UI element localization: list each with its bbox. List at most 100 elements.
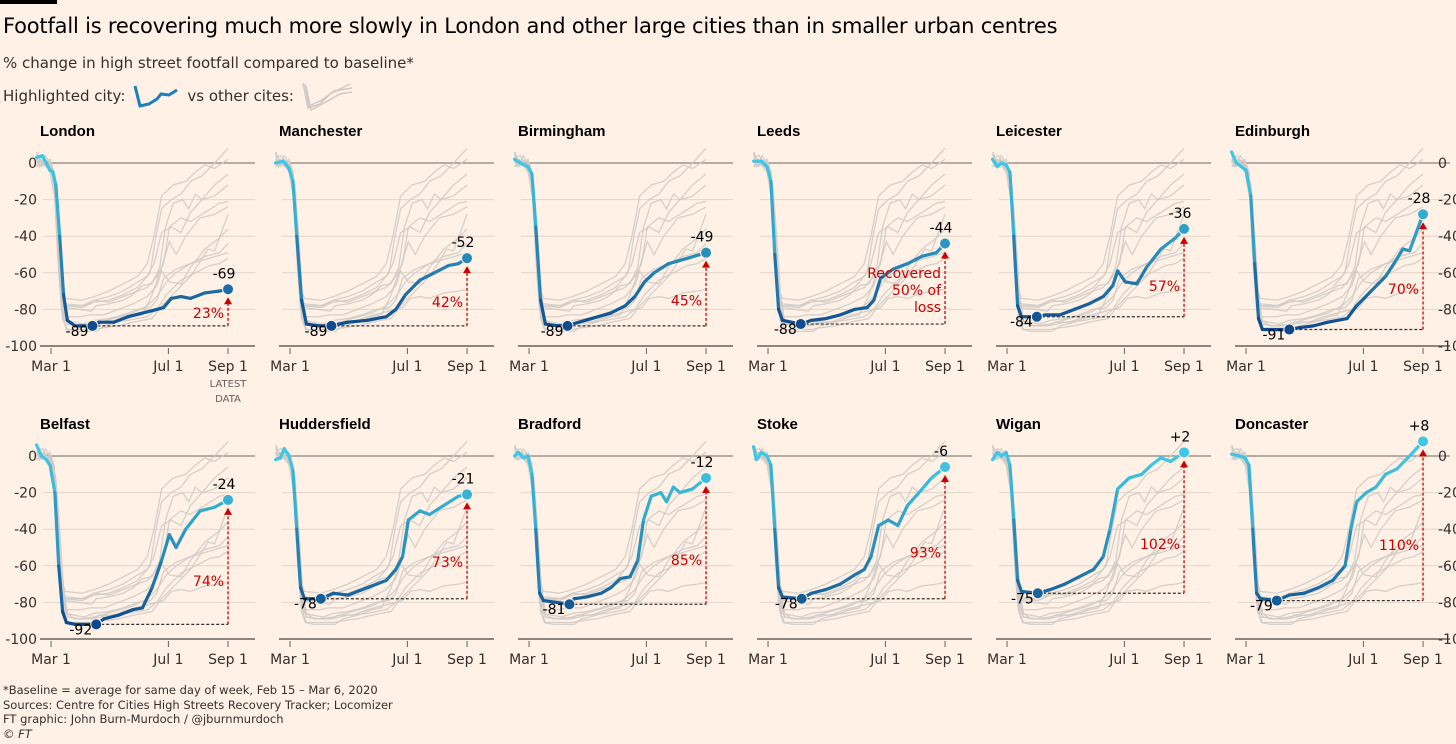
highlighted-city-line <box>291 179 299 238</box>
other-city-line <box>753 444 946 626</box>
highlighted-city-line <box>633 280 647 299</box>
other-city-line <box>275 453 468 618</box>
highlighted-city-line <box>609 304 627 315</box>
highlighted-city-line <box>1149 456 1163 467</box>
highlighted-city-line <box>589 311 613 321</box>
highlighted-city-line <box>126 311 145 319</box>
y-tick-label: -20 <box>14 486 37 502</box>
highlighted-city-line <box>184 509 202 531</box>
panel-doncaster: Doncaster 0 -20 -40 -60 -80 -100 Mar 1 Jul 1 Sep … <box>1226 416 1456 668</box>
y-tick-label: -40 <box>14 522 37 538</box>
min-value-label: -75 <box>1011 591 1034 607</box>
other-city-line <box>36 451 229 605</box>
highlighted-city-line <box>1369 274 1388 293</box>
other-city-line <box>36 451 229 620</box>
panel-leicester: Leicester Mar 1 Jul 1 Sep 1 -84 -36 57% <box>987 123 1211 375</box>
highlighted-city-line <box>57 564 65 614</box>
recovered-percent-label: 45% <box>671 293 702 309</box>
highlighted-city-line <box>572 595 589 601</box>
latest-point-dot <box>1417 435 1430 448</box>
min-value-label: -88 <box>774 322 797 338</box>
latest-value-label: -12 <box>691 455 714 471</box>
highlighted-city-line <box>642 271 656 284</box>
latest-point-dot <box>461 252 474 265</box>
highlighted-city-line <box>61 293 69 322</box>
min-value-label: -78 <box>294 597 317 613</box>
min-point-dot <box>86 319 99 332</box>
highlighted-city-line <box>1311 320 1330 328</box>
min-point-dot <box>563 598 576 611</box>
y-tick-label: -60 <box>14 559 37 575</box>
highlighted-city-line <box>1374 472 1388 489</box>
highlighted-city-line <box>287 166 295 183</box>
other-city-line <box>1231 154 1424 327</box>
highlighted-city-line <box>769 179 777 257</box>
other-city-line <box>514 453 707 618</box>
highlighted-city-line <box>384 567 398 583</box>
x-tick-label: Jul 1 <box>391 359 422 375</box>
latest-point-dot <box>700 471 713 484</box>
other-city-line <box>992 447 1185 600</box>
panel-title: Leicester <box>996 123 1062 140</box>
panel-title: Doncaster <box>1235 416 1309 433</box>
min-point-dot <box>561 319 574 332</box>
highlighted-city-line <box>865 298 876 310</box>
highlighted-city-line <box>1077 567 1096 579</box>
panel-edinburgh: Edinburgh 0 -20 -40 -60 -80 -100 Mar 1 Jul 1 Sep … <box>1226 123 1456 375</box>
highlighted-city-line <box>777 307 785 322</box>
x-tick-label: Mar 1 <box>270 359 310 375</box>
highlighted-city-line <box>809 587 828 595</box>
recovered-percent-label: 85% <box>671 553 702 569</box>
highlighted-city-line <box>1355 289 1373 308</box>
other-city-line <box>275 158 468 301</box>
x-tick-label: Sep 1 <box>1164 652 1204 668</box>
highlighted-city-line <box>1247 463 1255 531</box>
highlighted-city-line <box>628 558 640 579</box>
highlighted-city-line <box>526 454 534 476</box>
min-point-dot <box>1031 587 1044 600</box>
highlighted-city-line <box>1012 518 1020 583</box>
ft-brand-bar <box>0 0 57 4</box>
highlighted-city-line <box>1072 302 1091 311</box>
highlighted-city-line <box>769 463 777 531</box>
x-tick-label: Sep 1 <box>208 359 248 375</box>
highlighted-city-line <box>530 172 538 229</box>
highlighted-city-line <box>777 586 785 599</box>
highlighted-city-line <box>48 463 57 495</box>
recovered-percent-label: 102% <box>1140 537 1180 553</box>
highlighted-city-line <box>198 505 217 513</box>
highlighted-city-line <box>824 313 842 321</box>
highlighted-city-line <box>891 262 910 271</box>
footer: *Baseline = average for same day of week… <box>3 683 393 741</box>
recovered-annotation: loss <box>914 300 941 316</box>
other-city-line <box>36 154 229 307</box>
legend-highlighted-line-icon <box>133 85 179 108</box>
highlighted-city-line <box>636 518 646 562</box>
y-tick-label: -100 <box>5 632 37 648</box>
highlighted-city-line <box>877 518 890 528</box>
min-value-label: -91 <box>1262 328 1285 344</box>
x-tick-label: Jul 1 <box>1108 359 1139 375</box>
highlighted-city-line <box>1101 527 1112 559</box>
other-city-line <box>275 158 468 312</box>
highlighted-city-line <box>1256 316 1264 332</box>
highlighted-city-line <box>375 578 388 586</box>
panel-birmingham: Birmingham Mar 1 Jul 1 Sep 1 -89 -49 45% <box>509 123 733 375</box>
panel-stoke: Stoke Mar 1 Jul 1 Sep 1 -78 -6 93% <box>748 416 972 668</box>
other-city-line <box>514 440 707 602</box>
highlighted-city-line <box>765 165 773 183</box>
legend-other-lines-icon <box>302 82 353 112</box>
highlighted-city-line <box>295 234 304 302</box>
highlighted-city-line <box>1012 234 1020 308</box>
highlighted-city-line <box>1244 168 1253 198</box>
panel-wigan: Wigan Mar 1 Jul 1 Sep 1 -75 +2 102% <box>987 416 1211 668</box>
y-tick-label: -60 <box>1438 266 1456 282</box>
x-tick-label: Mar 1 <box>987 359 1027 375</box>
highlighted-city-line <box>287 454 295 473</box>
min-value-label: -84 <box>1010 315 1033 331</box>
highlighted-city-line <box>599 586 613 595</box>
recovery-arrow-head <box>463 266 472 274</box>
highlighted-city-line <box>1229 150 1239 165</box>
credit: FT graphic: John Burn-Murdoch / @jburnmu… <box>3 712 284 726</box>
x-tick-label: Mar 1 <box>748 652 788 668</box>
